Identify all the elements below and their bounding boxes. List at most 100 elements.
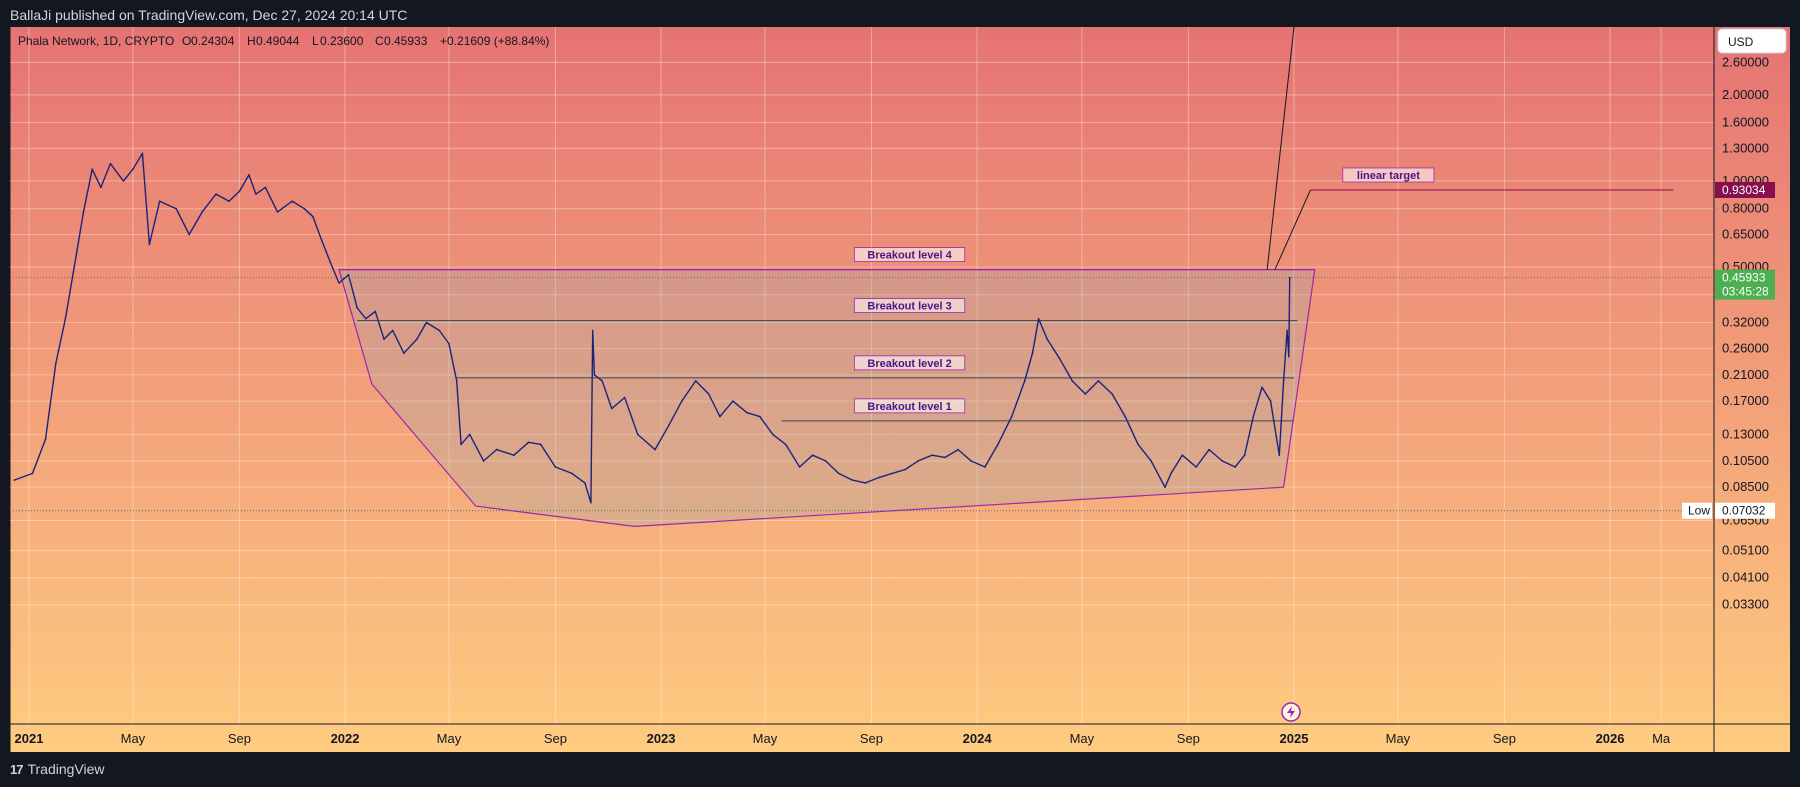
price-point (1208, 448, 1210, 451)
x-tick-label: Sep (228, 731, 251, 746)
annotation-label: Breakout level 2 (867, 358, 951, 370)
price-point (1269, 400, 1272, 402)
price-point (1111, 393, 1113, 395)
grid (10, 27, 1714, 724)
price-point (228, 200, 230, 202)
price-point (1195, 466, 1197, 468)
bottom-bar: 17 TradingView (0, 752, 1800, 787)
price-point (448, 342, 450, 345)
price-point (746, 411, 748, 414)
price-point (82, 211, 85, 213)
price-point (1058, 357, 1061, 360)
price-point (707, 393, 710, 395)
low-label-badge (1682, 502, 1712, 519)
tradingview-logo[interactable]: 17 TradingView (10, 761, 105, 777)
price-point (527, 441, 530, 444)
x-tick-label: Sep (1177, 731, 1200, 746)
price-point (590, 501, 592, 504)
price-point (654, 448, 656, 451)
price-point (31, 472, 34, 475)
price-point (338, 282, 340, 284)
price-point (55, 362, 57, 365)
annotation-box (853, 355, 966, 371)
currency-label: USD (1728, 35, 1754, 49)
price-point (329, 261, 332, 263)
zone-polygon (338, 269, 1316, 528)
price-point (1084, 393, 1087, 395)
annotation-box (853, 298, 966, 314)
annotation-label: Breakout level 3 (867, 301, 951, 313)
price-point (571, 472, 573, 475)
price-point (374, 310, 377, 313)
price-point (109, 162, 112, 165)
price-point (356, 307, 359, 309)
top-bar: BallaJi published on TradingView.com, De… (0, 0, 1800, 27)
price-point (264, 186, 267, 189)
annotation-label: Breakout level 4 (867, 250, 952, 262)
price-point (1252, 415, 1255, 418)
x-tick-label: Sep (860, 731, 883, 746)
legend-low-label: L (312, 34, 319, 48)
x-tick-label: May (1386, 731, 1411, 746)
price-point (132, 168, 134, 170)
legend-low-value: 0.23600 (320, 34, 364, 48)
annotation-label: Breakout level 1 (867, 401, 951, 413)
countdown-value: 03:45:28 (1722, 285, 1769, 299)
price-point (798, 466, 801, 468)
price-point (636, 433, 639, 436)
price-point (997, 443, 999, 446)
price-point (1261, 386, 1263, 389)
price-point (837, 472, 840, 475)
breakout-levels (338, 189, 1674, 422)
price-point (917, 460, 919, 462)
y-tick-label: 0.32000 (1722, 315, 1769, 330)
price-point (1124, 415, 1126, 418)
price-point (1010, 415, 1013, 418)
price-point (403, 352, 405, 355)
price-point (1037, 317, 1040, 320)
price-point (100, 186, 102, 189)
lightning-icon[interactable] (1281, 702, 1301, 722)
price-point (539, 443, 542, 446)
price-point (468, 433, 471, 436)
steep-projection-line (1266, 27, 1295, 270)
price-point (44, 438, 47, 441)
x-tick-label: 2022 (331, 731, 360, 746)
price-point (864, 482, 867, 484)
price-point (694, 380, 697, 382)
legend-open-value: 0.24304 (191, 34, 235, 48)
y-tick-label: 1.60000 (1722, 115, 1769, 130)
x-tick-label: 2026 (1596, 731, 1625, 746)
legend-open-label: O (182, 34, 191, 48)
y-tick-label: 0.03300 (1722, 597, 1769, 612)
price-point (1046, 338, 1048, 340)
price-point (215, 193, 217, 195)
annotation-box (853, 247, 966, 263)
price-series-line (14, 152, 1291, 504)
price-chart[interactable]: Breakout level 4 Breakout level 3 Breakout… (0, 27, 1800, 752)
x-tick-label: Sep (544, 731, 567, 746)
price-point (1282, 380, 1285, 382)
price-point (891, 472, 893, 475)
price-point (1164, 486, 1166, 489)
price-point (122, 180, 125, 182)
x-tick-label: Ma (1652, 731, 1671, 746)
x-tick-label: Sep (1493, 731, 1516, 746)
price-point (681, 400, 683, 402)
price-point (238, 190, 241, 193)
price-point (610, 407, 613, 410)
tradingview-logo-icon: 17 (10, 761, 24, 777)
x-tick-label: May (753, 731, 778, 746)
price-point (1221, 460, 1223, 462)
legend: Phala Network, 1D, CRYPTO O 0.24304 H 0.… (18, 34, 549, 48)
price-point (1286, 329, 1288, 332)
plot-background (10, 27, 1790, 752)
price-point (784, 443, 787, 446)
y-tick-label: 0.08500 (1722, 479, 1769, 494)
tradingview-brand: TradingView (27, 761, 105, 777)
currency-button[interactable]: USD (1717, 28, 1787, 54)
y-tick-label: 0.17000 (1722, 393, 1769, 408)
price-point (851, 479, 854, 481)
price-point (623, 396, 626, 399)
